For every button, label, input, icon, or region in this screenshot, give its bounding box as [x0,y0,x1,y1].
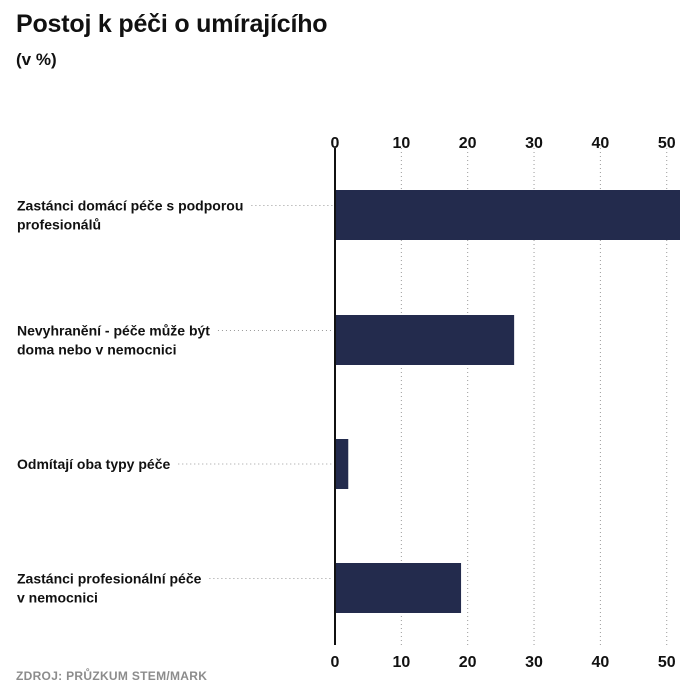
tick-label-top: 30 [525,135,543,152]
bar [335,190,680,240]
tick-label-top: 50 [658,135,676,152]
source-note: ZDROJ: PRŮZKUM STEM/MARK [16,669,208,683]
category-label: Zastánci profesionální péče v nemocnici [17,571,202,606]
tick-label-top: 40 [591,135,609,152]
bar [335,439,349,489]
tick-label-top: 0 [331,135,340,152]
bar [335,563,462,613]
tick-label-top: 10 [392,135,410,152]
tick-label-top: 20 [459,135,477,152]
tick-label-bottom: 50 [658,654,676,671]
category-label: Zastánci domácí péče s podporou profesion… [17,198,243,233]
tick-label-bottom: 0 [331,654,340,671]
chart-subtitle: (v %) [16,50,57,69]
category-label: Nevyhranění - péče může být doma nebo v n… [17,323,210,358]
chart-title: Postoj k péči o umírajícího [16,10,328,38]
bar [335,315,515,365]
tick-label-bottom: 30 [525,654,543,671]
tick-label-bottom: 10 [392,654,410,671]
category-label: Odmítají oba typy péče [17,456,170,472]
tick-label-bottom: 40 [591,654,609,671]
tick-label-bottom: 20 [459,654,477,671]
